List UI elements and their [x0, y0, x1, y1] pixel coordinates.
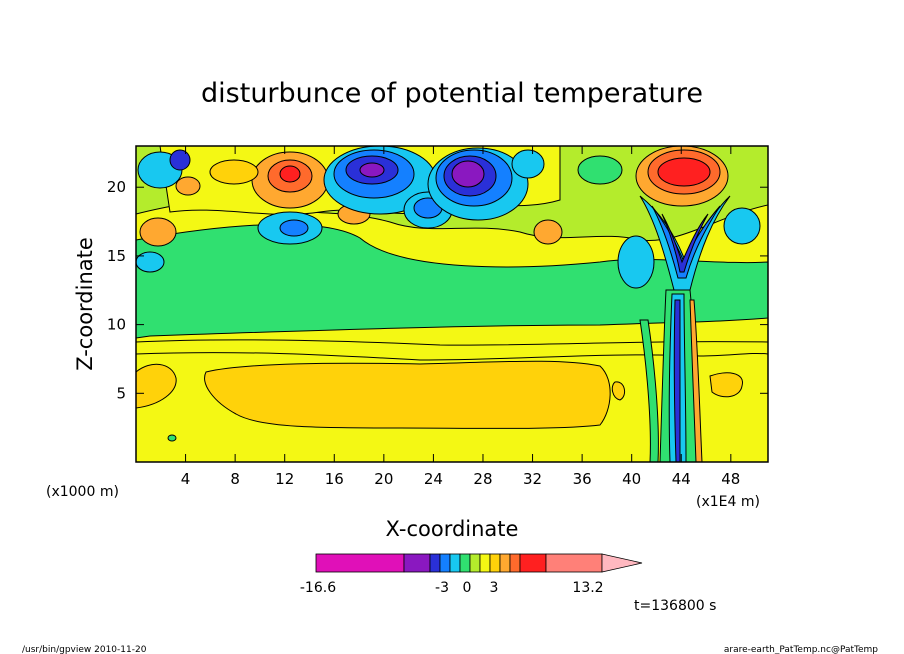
- chart-title: disturbunce of potential temperature: [201, 78, 703, 109]
- blob-orange: [209, 159, 259, 185]
- blob-cyan: [136, 251, 165, 273]
- colorbar-bin: [403, 553, 431, 573]
- y-tick-label: 15: [107, 247, 126, 265]
- colorbar-bin: [469, 553, 481, 573]
- colorbar-bin: [479, 553, 491, 573]
- colorbar-bin: [519, 553, 547, 573]
- colorbar-label: 0: [463, 580, 472, 596]
- contour-line: [136, 352, 768, 361]
- column-orange: [689, 299, 703, 462]
- x-tick-label: 16: [325, 470, 344, 488]
- plot-area: [136, 146, 768, 462]
- colorbar-tip: [601, 553, 643, 573]
- footer-left: /usr/bin/gpview 2010-11-20: [22, 645, 147, 654]
- blob-purple: [451, 160, 485, 188]
- field-right-orange: [709, 372, 743, 398]
- blob-orange: [175, 176, 201, 196]
- blob-purple: [359, 162, 385, 178]
- y-tick-label: 10: [107, 316, 126, 334]
- y-tick-label: 20: [107, 178, 126, 196]
- colorbar-bin: [439, 553, 451, 573]
- field-band-green: [136, 223, 768, 339]
- colorbar-bin: [315, 553, 405, 573]
- x-tick-label: 48: [721, 470, 740, 488]
- x-tick-label: 8: [230, 470, 240, 488]
- x-axis-label: X-coordinate: [386, 517, 519, 541]
- column-blue: [673, 299, 681, 462]
- field-band-orange: [204, 360, 611, 429]
- colorbar-bin: [545, 553, 603, 573]
- plume-darkblue: [661, 213, 709, 273]
- x-unit-right: (x1E4 m): [696, 494, 760, 510]
- colorbar-bin: [509, 553, 521, 573]
- colorbar-label: -16.6: [300, 580, 336, 596]
- blob-cyan: [723, 207, 761, 245]
- x-unit-left: (x1000 m): [46, 484, 119, 500]
- plot-frame: [135, 145, 769, 463]
- x-tick-label: 44: [672, 470, 691, 488]
- colorbar: [315, 553, 643, 573]
- blob-cyan: [617, 235, 655, 289]
- blob-orange: [139, 217, 177, 247]
- field-small-orange: [611, 381, 626, 401]
- x-tick-label: 24: [424, 470, 443, 488]
- x-tick-label: 36: [573, 470, 592, 488]
- x-axis: 4 8 12 16 20 24 28 32 36 40 44 48: [181, 146, 740, 488]
- y-tick-label: 5: [116, 384, 126, 402]
- contour-line: [136, 339, 768, 346]
- footer-right: arare-earth_PatTemp.nc@PatTemp: [724, 645, 878, 654]
- x-tick-label: 40: [622, 470, 641, 488]
- blob-orange: [533, 219, 563, 245]
- blob-red: [657, 157, 711, 187]
- colorbar-label: 3: [490, 580, 499, 596]
- colorbar-bin: [489, 553, 501, 573]
- colorbar-label: -3: [435, 580, 449, 596]
- field-left-orange: [136, 363, 177, 409]
- plume-cyan: [639, 195, 731, 291]
- blob-cyan: [577, 155, 623, 185]
- x-tick-label: 4: [181, 470, 191, 488]
- x-tick-label: 12: [275, 470, 294, 488]
- colorbar-bin: [449, 553, 461, 573]
- blob-cyan: [511, 149, 545, 179]
- colorbar-labels: -16.6 -3 0 3 13.2: [300, 580, 604, 596]
- x-tick-label: 28: [473, 470, 492, 488]
- colorbar-bin: [459, 553, 471, 573]
- blob-red: [279, 165, 301, 183]
- column-green-left: [639, 319, 659, 462]
- x-tick-label: 32: [523, 470, 542, 488]
- time-label: t=136800 s: [634, 598, 716, 614]
- colorbar-bin: [499, 553, 511, 573]
- colorbar-bin: [429, 553, 441, 573]
- blob-green: [167, 434, 177, 442]
- blob-blue: [279, 219, 309, 237]
- y-axis: 5 10 15 20: [107, 178, 768, 402]
- y-axis-label: Z-coordinate: [73, 237, 97, 371]
- x-tick-label: 20: [374, 470, 393, 488]
- colorbar-label: 13.2: [572, 580, 603, 596]
- blob-blue: [169, 149, 191, 171]
